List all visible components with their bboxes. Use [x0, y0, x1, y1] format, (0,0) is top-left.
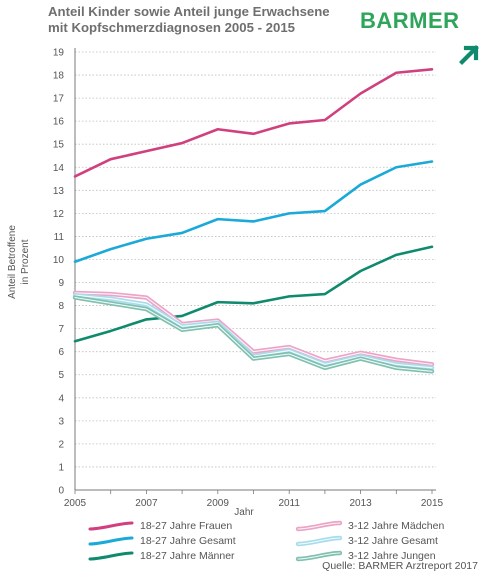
y-tick-label: 9 [58, 278, 64, 289]
series-line-4 [72, 290, 435, 367]
series-line-stroke [73, 160, 434, 264]
x-tick-label: 2009 [207, 498, 230, 509]
chart-title-line-1: Anteil Kinder sowie Anteil junge Erwachs… [48, 4, 330, 19]
y-tick-label: 3 [58, 416, 64, 427]
y-tick-label: 6 [58, 347, 64, 358]
y-axis-title-line-1: Anteil Betroffene [7, 225, 18, 299]
x-tick-label: 2013 [349, 498, 372, 509]
y-tick-label: 15 [53, 140, 65, 151]
y-axis-title-line-2: in Prozent [20, 239, 31, 284]
series-line-2 [73, 160, 434, 264]
y-tick-label: 7 [58, 324, 64, 335]
chart-axis-labels: Jahr Anteil Betroffene in Prozent 012345… [7, 48, 444, 519]
series-line-highlight [74, 292, 433, 365]
y-tick-label: 10 [53, 255, 65, 266]
x-axis-title: Jahr [234, 507, 254, 518]
y-tick-label: 19 [53, 48, 65, 59]
series-line-3 [73, 245, 434, 343]
y-tick-label: 0 [58, 486, 64, 497]
series-line-1 [73, 67, 434, 178]
x-tick-label: 2007 [135, 498, 158, 509]
y-tick-label: 2 [58, 439, 64, 450]
series-line-stroke [73, 67, 434, 178]
chart-title-line-2: mit Kopfschmerzdiagnosen 2005 - 2015 [48, 20, 295, 35]
source-note: Quelle: BARMER Arztreport 2017 [322, 560, 478, 572]
chart-grid [75, 51, 436, 468]
y-tick-label: 8 [58, 301, 64, 312]
barmer-logo-text: BARMER [360, 8, 460, 33]
chart-axes [74, 48, 436, 494]
diagonal-arrow-icon [459, 45, 479, 65]
y-tick-label: 12 [53, 209, 65, 220]
series-line-highlight [74, 296, 433, 372]
chart-title: Anteil Kinder sowie Anteil junge Erwachs… [48, 4, 368, 36]
x-tick-label: 2005 [64, 498, 87, 509]
y-tick-label: 14 [53, 163, 65, 174]
x-tick-label: 2011 [278, 498, 300, 509]
y-tick-label: 11 [54, 232, 65, 243]
series-line-stroke [73, 245, 434, 343]
y-tick-label: 1 [58, 462, 64, 473]
y-tick-label: 17 [53, 94, 65, 105]
chart-series [72, 67, 435, 374]
series-line-6 [72, 295, 435, 374]
barmer-logo: BARMER [360, 8, 488, 68]
x-tick-label: 2015 [421, 498, 444, 509]
y-tick-label: 16 [53, 117, 65, 128]
y-tick-label: 5 [58, 370, 64, 381]
y-tick-label: 4 [58, 393, 64, 404]
y-tick-label: 18 [53, 71, 65, 82]
y-tick-label: 13 [53, 186, 65, 197]
